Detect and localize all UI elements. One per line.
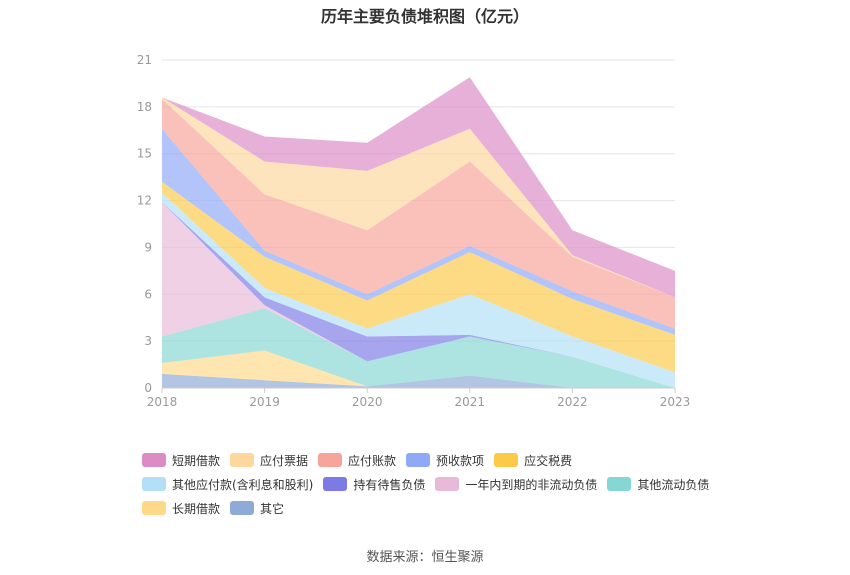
- legend-row: 其他应付款(含利息和股利) 持有待售负债 一年内到期的非流动负债 其他流动负债: [142, 472, 762, 496]
- legend-label: 其他流动负债: [637, 477, 710, 492]
- x-tick-label: 2018: [147, 395, 178, 409]
- legend-item[interactable]: 其他应付款(含利息和股利): [142, 476, 313, 493]
- area-series-0: [162, 373, 675, 388]
- legend-swatch: [142, 453, 166, 467]
- legend-label: 预收款项: [436, 453, 485, 468]
- legend-item[interactable]: 其他流动负债: [607, 476, 709, 493]
- legend-item[interactable]: 短期借款: [142, 452, 220, 469]
- x-tick-label: 2023: [660, 395, 691, 409]
- legend-item[interactable]: 长期借款: [142, 500, 220, 517]
- area-series-5: [162, 192, 675, 388]
- legend-swatch: [230, 501, 255, 515]
- y-tick-label: 9: [144, 240, 152, 254]
- legend-label: 其他应付款(含利息和股利): [172, 477, 314, 492]
- legend: 短期借款 应付票据 应付账款 预收款项 应交税费其他应付款(含利息和股利) 持有待售负债 一…: [142, 448, 762, 520]
- x-tick-label: 2020: [352, 395, 383, 409]
- legend-label: 应交税费: [524, 453, 573, 468]
- legend-swatch: [607, 477, 632, 491]
- legend-label: 一年内到期的非流动负债: [465, 477, 598, 492]
- area-series-1: [162, 350, 675, 388]
- x-tick-label: 2019: [249, 395, 280, 409]
- legend-label: 应付票据: [260, 453, 309, 468]
- y-tick-label: 0: [144, 381, 152, 395]
- legend-swatch: [142, 501, 166, 515]
- axes: 0 3 6 9 12 15 18 21 2018 2019 2020 2021 2022 2023: [137, 53, 691, 409]
- legend-swatch: [323, 477, 348, 491]
- source-note: 数据来源：恒生聚源: [366, 550, 484, 565]
- legend-item[interactable]: 应交税费: [494, 452, 572, 469]
- area-series: [162, 77, 675, 388]
- y-tick-label: 18: [137, 100, 152, 114]
- area-series-7: [162, 128, 675, 335]
- legend-swatch: [406, 453, 431, 467]
- y-tick-label: 21: [137, 53, 152, 67]
- y-tick-label: 6: [144, 287, 152, 301]
- legend-item[interactable]: 一年内到期的非流动负债: [435, 476, 597, 493]
- legend-label: 其它: [260, 501, 285, 516]
- legend-swatch: [494, 453, 519, 467]
- legend-label: 短期借款: [172, 453, 221, 468]
- area-series-6: [162, 181, 675, 373]
- legend-label: 长期借款: [172, 501, 221, 516]
- area-series-2: [162, 308, 675, 388]
- legend-item[interactable]: 应付票据: [230, 452, 308, 469]
- legend-item[interactable]: 持有待售负债: [323, 476, 425, 493]
- legend-row: 短期借款 应付票据 应付账款 预收款项 应交税费: [142, 448, 762, 472]
- x-tick-label: 2021: [455, 395, 486, 409]
- legend-item[interactable]: 其它: [230, 500, 284, 517]
- area-series-8: [162, 99, 675, 329]
- legend-swatch: [435, 477, 460, 491]
- area-series-10: [162, 77, 675, 298]
- y-tick-label: 12: [137, 194, 152, 208]
- y-tick-label: 3: [144, 334, 152, 348]
- legend-item[interactable]: 预收款项: [406, 452, 484, 469]
- y-tick-label: 15: [137, 147, 152, 161]
- legend-label: 持有待售负债: [353, 477, 426, 492]
- legend-label: 应付账款: [348, 453, 397, 468]
- legend-row: 长期借款 其它: [142, 496, 762, 520]
- x-tick-label: 2022: [557, 395, 588, 409]
- legend-swatch: [318, 453, 343, 467]
- legend-swatch: [142, 477, 166, 491]
- legend-item[interactable]: 应付账款: [318, 452, 396, 469]
- chart-title: 历年主要负债堆积图（亿元）: [320, 7, 529, 26]
- legend-swatch: [230, 453, 255, 467]
